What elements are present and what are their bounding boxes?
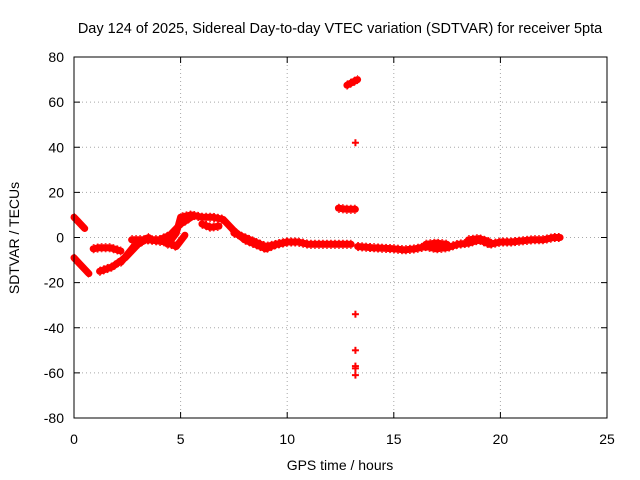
- outlier-point: [351, 346, 359, 354]
- y-tick-label: -20: [44, 275, 64, 291]
- series-track-j-edge: [337, 211, 356, 214]
- x-tick-label: 20: [493, 431, 509, 447]
- y-tick-label: 0: [56, 230, 64, 246]
- series-track-l-edge: [357, 241, 561, 255]
- x-tick-label: 15: [386, 431, 402, 447]
- series-track-b-edge: [73, 261, 90, 279]
- y-tick-label: -80: [44, 410, 64, 426]
- series-track-h-edge: [201, 227, 220, 232]
- x-tick-label: 0: [70, 431, 78, 447]
- x-tick-label: 25: [599, 431, 615, 447]
- series-track-n-edge: [467, 242, 491, 247]
- series-track-k: [343, 76, 362, 89]
- outlier-point: [351, 371, 359, 379]
- axis-ticks: 0 5 10 15 20 25 -80 -60 -40 -20 0 20 40 60 80: [44, 49, 615, 447]
- y-axis-label: SDTVAR / TECUs: [6, 182, 22, 294]
- series-track-a-edge: [73, 220, 86, 233]
- y-tick-label: 20: [48, 184, 64, 200]
- y-tick-label: -60: [44, 365, 64, 381]
- x-axis-label: GPS time / hours: [287, 457, 394, 473]
- data-layer: [70, 75, 564, 379]
- y-tick-label: 60: [48, 94, 64, 110]
- x-tick-label: 10: [279, 431, 295, 447]
- series-track-j-edge: [337, 203, 356, 206]
- series-track-m-edge: [425, 246, 448, 249]
- series-track-m-edge: [425, 238, 448, 241]
- outlier-point: [351, 364, 359, 372]
- series-track-h: [198, 220, 223, 231]
- series-track-c: [89, 244, 125, 255]
- series-track-m: [422, 239, 451, 248]
- series-track-b: [70, 254, 93, 278]
- series-track-c-edge: [92, 243, 122, 248]
- series-track-c-edge: [92, 251, 122, 256]
- series-track-n-edge: [467, 234, 491, 239]
- y-tick-label: -40: [44, 320, 64, 336]
- x-tick-label: 5: [177, 431, 185, 447]
- series-track-i-edge: [233, 228, 352, 243]
- outlier-point: [351, 139, 359, 147]
- series-track-n: [464, 235, 494, 246]
- series-track-a: [70, 213, 89, 232]
- series-track-i: [230, 229, 355, 250]
- chart-title: Day 124 of 2025, Sidereal Day-to-day VTE…: [78, 21, 603, 37]
- outlier-point: [351, 310, 359, 318]
- series-track-h-edge: [201, 219, 220, 224]
- series-track-l: [354, 234, 564, 254]
- series-track-k-edge: [346, 83, 359, 90]
- y-tick-label: 80: [48, 49, 64, 65]
- series-track-a-edge: [73, 212, 86, 225]
- series-track-i-edge: [233, 236, 352, 251]
- y-tick-label: 40: [48, 139, 64, 155]
- series-track-b-edge: [73, 253, 90, 271]
- series-track-j: [334, 204, 359, 213]
- series-track-k-edge: [346, 75, 359, 82]
